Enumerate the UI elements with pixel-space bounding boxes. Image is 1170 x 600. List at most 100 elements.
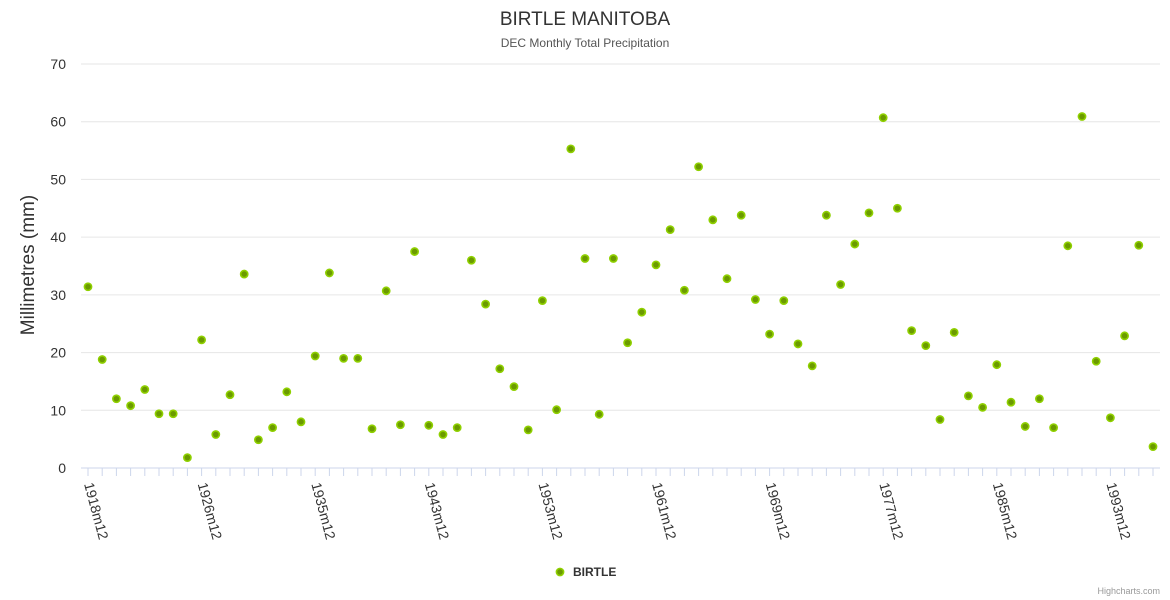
data-point[interactable] (680, 285, 689, 295)
x-tick-label: 1943m12 (422, 481, 453, 542)
y-tick-label: 60 (50, 114, 66, 130)
x-tick-label: 1985m12 (990, 481, 1021, 542)
x-axis-tick-labels: 1918m12 1926m12 1935m12 1943m12 1953m12 1961m… (81, 481, 1134, 542)
data-point[interactable] (126, 401, 136, 411)
data-point[interactable] (665, 225, 675, 235)
data-point[interactable] (1063, 241, 1073, 251)
data-point[interactable] (424, 420, 434, 430)
data-point[interactable] (466, 255, 476, 265)
data-point[interactable] (736, 210, 746, 220)
data-point[interactable] (1049, 423, 1058, 432)
data-point[interactable] (253, 435, 263, 445)
data-point[interactable] (594, 409, 604, 419)
data-point[interactable] (282, 387, 292, 397)
data-point[interactable] (765, 329, 774, 339)
data-point[interactable] (438, 430, 448, 439)
data-point[interactable] (481, 299, 490, 309)
data-point[interactable] (694, 162, 703, 172)
data-point[interactable] (140, 385, 150, 394)
y-axis-label: Millimetres (mm) (18, 195, 39, 335)
data-point[interactable] (154, 409, 164, 419)
data-point[interactable] (992, 360, 1002, 370)
data-point[interactable] (850, 239, 860, 249)
data-point[interactable] (722, 274, 732, 284)
data-point[interactable] (296, 417, 306, 427)
x-tick-label: 1926m12 (195, 481, 226, 542)
data-point[interactable] (97, 355, 107, 364)
data-point[interactable] (793, 339, 803, 349)
data-point[interactable] (893, 203, 902, 213)
data-point[interactable] (907, 326, 916, 336)
data-point[interactable] (964, 391, 973, 401)
data-point[interactable] (1091, 356, 1101, 366)
data-point[interactable] (1006, 397, 1016, 407)
x-tick-label: 1961m12 (649, 481, 680, 542)
data-point[interactable] (381, 286, 391, 296)
data-point[interactable] (949, 327, 959, 337)
data-point[interactable] (1148, 442, 1158, 452)
data-point[interactable] (580, 254, 590, 263)
data-point[interactable] (211, 430, 221, 439)
data-point[interactable] (921, 341, 931, 351)
data-point[interactable] (623, 338, 632, 348)
data-point[interactable] (878, 113, 888, 123)
data-point[interactable] (609, 254, 618, 263)
y-tick-label: 10 (50, 402, 66, 418)
data-point[interactable] (339, 353, 348, 363)
y-tick-label: 50 (50, 171, 66, 187)
data-point[interactable] (182, 453, 192, 463)
legend-marker-icon (555, 567, 565, 577)
data-point[interactable] (637, 307, 647, 317)
data-point[interactable] (708, 215, 718, 225)
legend[interactable]: BIRTLE (555, 565, 616, 579)
data-point[interactable] (395, 420, 405, 430)
data-point[interactable] (751, 295, 760, 304)
data-point[interactable] (83, 282, 93, 292)
data-point[interactable] (310, 351, 320, 361)
data-point[interactable] (1035, 394, 1044, 404)
data-point[interactable] (1020, 422, 1030, 431)
data-point[interactable] (225, 390, 235, 400)
data-point[interactable] (807, 361, 817, 371)
data-point[interactable] (239, 269, 249, 279)
data-point[interactable] (112, 394, 121, 404)
x-axis-tick-marks (87, 468, 1154, 476)
data-point[interactable] (566, 144, 576, 154)
legend-item-birtle[interactable]: BIRTLE (573, 565, 616, 579)
data-point[interactable] (1106, 413, 1115, 423)
data-point[interactable] (367, 424, 377, 434)
data-point[interactable] (523, 425, 533, 435)
data-point[interactable] (651, 260, 661, 270)
data-point[interactable] (268, 423, 277, 432)
data-point[interactable] (197, 335, 206, 345)
y-tick-label: 20 (50, 345, 66, 361)
data-point[interactable] (410, 247, 419, 256)
data-point[interactable] (538, 296, 547, 306)
data-point[interactable] (864, 208, 874, 218)
data-point[interactable] (779, 296, 789, 306)
credits-link[interactable]: Highcharts.com (1097, 586, 1160, 596)
data-point[interactable] (552, 405, 561, 415)
y-tick-label: 30 (50, 287, 66, 303)
y-tick-label: 70 (50, 56, 66, 72)
x-tick-label: 1935m12 (308, 481, 339, 542)
data-point[interactable] (509, 382, 519, 392)
data-point[interactable] (168, 409, 178, 419)
grid-lines (81, 63, 1160, 411)
data-point[interactable] (324, 268, 334, 278)
data-point[interactable] (495, 364, 505, 374)
data-point[interactable] (1077, 112, 1087, 121)
data-point[interactable] (452, 423, 462, 432)
x-tick-label: 1977m12 (876, 481, 907, 542)
data-point[interactable] (978, 402, 987, 412)
data-point[interactable] (1134, 240, 1144, 250)
data-point[interactable] (353, 353, 363, 363)
data-point[interactable] (822, 210, 831, 220)
series-birtle (83, 112, 1158, 463)
x-tick-label: 1918m12 (81, 481, 112, 542)
data-point[interactable] (1120, 331, 1129, 341)
data-point[interactable] (836, 280, 845, 289)
data-point[interactable] (935, 415, 945, 424)
x-tick-label: 1993m12 (1104, 481, 1135, 542)
